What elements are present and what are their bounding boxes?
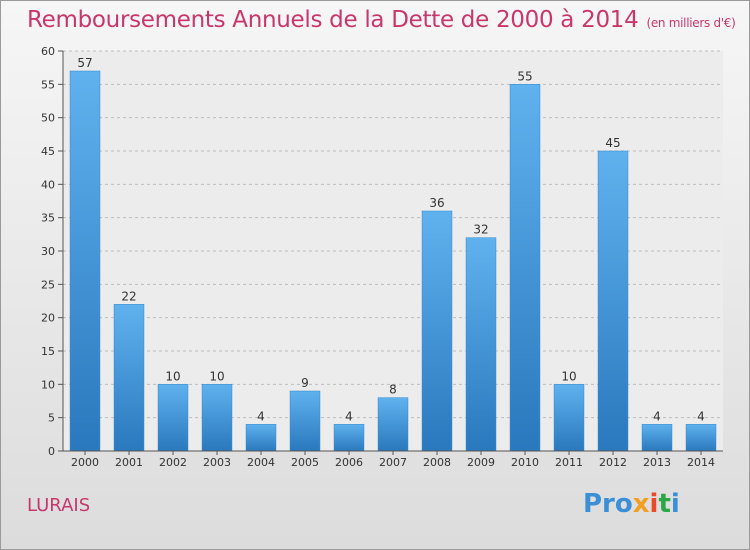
data-label: 10 <box>561 369 576 383</box>
y-tick-label: 25 <box>41 278 55 291</box>
x-tick-label: 2010 <box>511 456 539 469</box>
bar-2011 <box>553 384 585 452</box>
x-tick-label: 2011 <box>555 456 583 469</box>
x-tick-label: 2004 <box>247 456 275 469</box>
bar-2006 <box>333 424 365 452</box>
bar-2009 <box>465 237 497 452</box>
y-tick-label: 40 <box>41 178 55 191</box>
data-label: 4 <box>697 409 705 423</box>
bar-2012 <box>597 150 629 452</box>
data-label: 8 <box>389 383 397 397</box>
data-label: 36 <box>429 196 444 210</box>
bar-2000 <box>69 70 101 452</box>
x-tick-label: 2005 <box>291 456 319 469</box>
bar-2010 <box>509 84 541 452</box>
y-tick-label: 0 <box>48 445 55 458</box>
y-tick-label: 20 <box>41 312 55 325</box>
bars: 57 22 10 10 4 9 4 8 36 32 55 10 45 4 4 <box>69 56 717 452</box>
x-tick-label: 2007 <box>379 456 407 469</box>
commune-name: LURAIS <box>27 495 91 516</box>
y-tick-label: 10 <box>41 378 55 391</box>
bar-2005 <box>289 390 321 452</box>
y-tick-label: 35 <box>41 212 55 225</box>
bar-2003 <box>201 384 233 452</box>
x-tick-label: 2014 <box>687 456 715 469</box>
y-tick-label: 50 <box>41 112 55 125</box>
bar-2008 <box>421 210 453 452</box>
y-tick-label: 15 <box>41 345 55 358</box>
bar-2004 <box>245 424 277 452</box>
bar-2002 <box>157 384 189 452</box>
proxiti-logo[interactable]: Proxiti <box>583 489 680 519</box>
x-tick-label: 2008 <box>423 456 451 469</box>
x-tick-label: 2001 <box>115 456 143 469</box>
x-tick-label: 2013 <box>643 456 671 469</box>
y-axis: 0 5 10 15 20 25 30 35 40 45 50 55 60 <box>41 45 64 458</box>
data-label: 4 <box>345 409 353 423</box>
data-label: 45 <box>605 136 620 150</box>
data-label: 55 <box>517 69 532 83</box>
data-label: 22 <box>121 289 136 303</box>
y-tick-label: 5 <box>48 412 55 425</box>
x-tick-label: 2009 <box>467 456 495 469</box>
bar-2007 <box>377 397 409 452</box>
data-label: 10 <box>209 369 224 383</box>
x-tick-label: 2000 <box>71 456 99 469</box>
chart-title-text: Remboursements Annuels de la Dette de 20… <box>27 7 639 33</box>
bar-2001 <box>113 304 145 452</box>
bar-2014 <box>685 424 717 452</box>
data-label: 32 <box>473 223 488 237</box>
x-tick-label: 2012 <box>599 456 627 469</box>
data-label: 57 <box>77 56 92 70</box>
chart-unit: (en milliers d'€) <box>646 16 736 30</box>
x-axis: 2000 2001 2002 2003 2004 2005 2006 2007 2008 2009… <box>63 450 723 469</box>
chart-title: Remboursements Annuels de la Dette de 20… <box>27 7 736 33</box>
y-tick-label: 45 <box>41 145 55 158</box>
data-label: 9 <box>301 376 309 390</box>
y-tick-label: 60 <box>41 45 55 58</box>
y-tick-label: 55 <box>41 78 55 91</box>
data-label: 4 <box>653 409 661 423</box>
x-tick-label: 2002 <box>159 456 187 469</box>
y-tick-label: 30 <box>41 245 55 258</box>
x-tick-label: 2006 <box>335 456 363 469</box>
x-tick-label: 2003 <box>203 456 231 469</box>
data-label: 10 <box>165 369 180 383</box>
bar-2013 <box>641 424 673 452</box>
data-label: 4 <box>257 409 265 423</box>
